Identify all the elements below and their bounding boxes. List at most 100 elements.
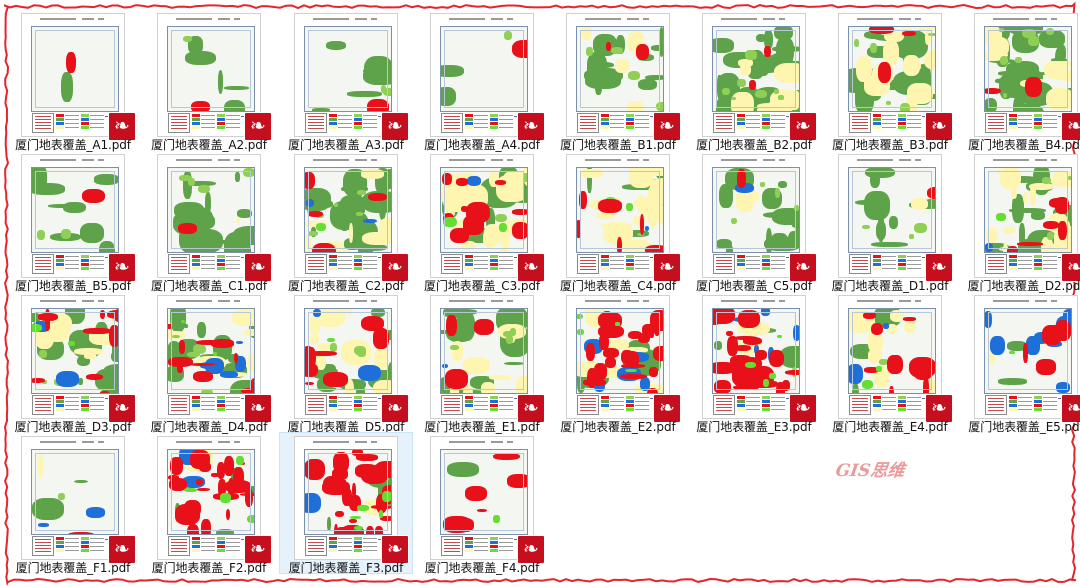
file-item[interactable]: ❧ 厦门地表覆盖_C2.pdf	[280, 151, 412, 293]
pdf-thumbnail	[21, 295, 125, 419]
file-name-label: 厦门地表覆盖_B3.pdf	[832, 138, 948, 152]
file-name-label: 厦门地表覆盖_D1.pdf	[831, 279, 949, 293]
pdf-thumbnail	[566, 154, 670, 278]
land-cover-map	[576, 26, 664, 112]
file-name-label: 厦门地表覆盖_C1.pdf	[151, 279, 267, 293]
pdf-thumbnail	[702, 154, 806, 278]
pdf-icon: ❧	[382, 536, 408, 563]
file-name-label: 厦门地表覆盖_B4.pdf	[968, 138, 1080, 152]
file-item[interactable]: ❧ 厦门地表覆盖_C3.pdf	[416, 151, 548, 293]
land-cover-map	[576, 308, 664, 394]
file-item[interactable]: ❧ 厦门地表覆盖_B2.pdf	[688, 10, 820, 152]
file-item[interactable]: ❧ 厦门地表覆盖_C5.pdf	[688, 151, 820, 293]
pdf-icon: ❧	[654, 395, 680, 422]
land-cover-map	[576, 167, 664, 253]
file-name-label: 厦门地表覆盖_E1.pdf	[424, 420, 540, 434]
map-legend	[984, 253, 1070, 275]
file-item[interactable]: ❧ 厦门地表覆盖_E3.pdf	[688, 292, 820, 434]
file-name-label: 厦门地表覆盖_D5.pdf	[287, 420, 405, 434]
pdf-icon: ❧	[245, 395, 271, 422]
file-item[interactable]: ❧ 厦门地表覆盖_C4.pdf	[552, 151, 684, 293]
pdf-thumbnail	[430, 436, 534, 560]
file-name-label: 厦门地表覆盖_A4.pdf	[424, 138, 540, 152]
pdf-thumbnail	[838, 295, 942, 419]
pdf-thumbnail	[294, 13, 398, 137]
map-legend	[167, 253, 253, 275]
land-cover-map	[712, 26, 800, 112]
file-item[interactable]: ❧ 厦门地表覆盖_B4.pdf	[960, 10, 1080, 152]
pdf-icon: ❧	[109, 536, 135, 563]
pdf-icon: ❧	[1062, 113, 1080, 140]
pdf-icon: ❧	[518, 254, 544, 281]
map-legend	[440, 394, 526, 416]
pdf-thumbnail	[702, 13, 806, 137]
pdf-icon: ❧	[518, 395, 544, 422]
file-name-label: 厦门地表覆盖_E2.pdf	[560, 420, 676, 434]
file-name-label: 厦门地表覆盖_A3.pdf	[288, 138, 404, 152]
land-cover-map	[984, 26, 1072, 112]
pdf-thumbnail	[566, 295, 670, 419]
map-legend	[167, 394, 253, 416]
file-item[interactable]: ❧ 厦门地表覆盖_A2.pdf	[143, 10, 275, 152]
file-name-label: 厦门地表覆盖_D4.pdf	[150, 420, 268, 434]
pdf-icon: ❧	[382, 113, 408, 140]
map-legend	[304, 535, 390, 557]
land-cover-map	[712, 308, 800, 394]
map-legend	[304, 394, 390, 416]
file-item[interactable]: ❧ 厦门地表覆盖_F2.pdf	[143, 433, 275, 575]
file-item[interactable]: ❧ 厦门地表覆盖_B3.pdf	[824, 10, 956, 152]
pdf-thumbnail	[974, 154, 1078, 278]
pdf-icon: ❧	[654, 113, 680, 140]
file-item[interactable]: ❧ 厦门地表覆盖_D4.pdf	[143, 292, 275, 434]
land-cover-map	[848, 167, 936, 253]
map-legend	[440, 253, 526, 275]
file-item[interactable]: ❧ 厦门地表覆盖_F1.pdf	[7, 433, 139, 575]
file-name-label: 厦门地表覆盖_B5.pdf	[15, 279, 131, 293]
file-item[interactable]: ❧ 厦门地表覆盖_D3.pdf	[7, 292, 139, 434]
file-item[interactable]: ❧ 厦门地表覆盖_A3.pdf	[280, 10, 412, 152]
pdf-icon: ❧	[1062, 395, 1080, 422]
file-item[interactable]: ❧ 厦门地表覆盖_F3.pdf	[279, 432, 413, 575]
watermark: GIS思维	[834, 461, 906, 481]
pdf-thumbnail	[157, 154, 261, 278]
file-item[interactable]: ❧ 厦门地表覆盖_E2.pdf	[552, 292, 684, 434]
file-item[interactable]: ❧ 厦门地表覆盖_A1.pdf	[7, 10, 139, 152]
map-legend	[31, 253, 117, 275]
file-item[interactable]: ❧ 厦门地表覆盖_E1.pdf	[416, 292, 548, 434]
land-cover-map	[167, 449, 255, 535]
land-cover-map	[304, 449, 392, 535]
pdf-thumbnail	[838, 13, 942, 137]
file-item[interactable]: ❧ 厦门地表覆盖_C1.pdf	[143, 151, 275, 293]
land-cover-map	[167, 26, 255, 112]
pdf-icon: ❧	[518, 536, 544, 563]
pdf-thumbnail	[566, 13, 670, 137]
file-item[interactable]: ❧ 厦门地表覆盖_E4.pdf	[824, 292, 956, 434]
pdf-thumbnail	[157, 295, 261, 419]
land-cover-map	[984, 167, 1072, 253]
pdf-thumbnail	[157, 13, 261, 137]
file-name-label: 厦门地表覆盖_F2.pdf	[151, 561, 267, 575]
file-item[interactable]: ❧ 厦门地表覆盖_F4.pdf	[416, 433, 548, 575]
file-name-label: 厦门地表覆盖_C5.pdf	[696, 279, 812, 293]
map-legend	[576, 253, 662, 275]
file-item[interactable]: ❧ 厦门地表覆盖_B5.pdf	[7, 151, 139, 293]
file-item[interactable]: ❧ 厦门地表覆盖_D2.pdf	[960, 151, 1080, 293]
file-item[interactable]: ❧ 厦门地表覆盖_B1.pdf	[552, 10, 684, 152]
land-cover-map	[440, 308, 528, 394]
file-item[interactable]: ❧ 厦门地表覆盖_A4.pdf	[416, 10, 548, 152]
pdf-thumbnail	[21, 436, 125, 560]
pdf-thumbnail	[430, 154, 534, 278]
map-legend	[304, 253, 390, 275]
pdf-thumbnail	[974, 295, 1078, 419]
file-item[interactable]: ❧ 厦门地表覆盖_E5.pdf	[960, 292, 1080, 434]
pdf-icon: ❧	[926, 113, 952, 140]
pdf-icon: ❧	[1062, 254, 1080, 281]
pdf-thumbnail	[294, 295, 398, 419]
land-cover-map	[304, 167, 392, 253]
pdf-thumbnail	[430, 295, 534, 419]
file-item[interactable]: ❧ 厦门地表覆盖_D5.pdf	[280, 292, 412, 434]
land-cover-map	[440, 167, 528, 253]
pdf-icon: ❧	[926, 395, 952, 422]
map-legend	[576, 394, 662, 416]
file-item[interactable]: ❧ 厦门地表覆盖_D1.pdf	[824, 151, 956, 293]
